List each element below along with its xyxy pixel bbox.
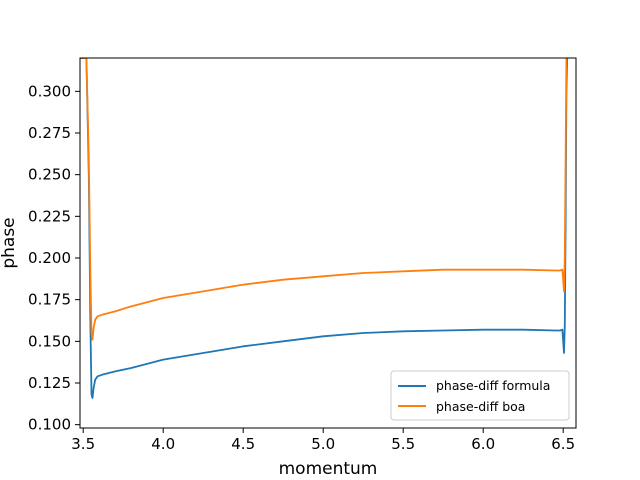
x-tick-label: 6.5 <box>551 435 575 453</box>
x-tick-label: 4.0 <box>151 435 175 453</box>
y-tick-label: 0.125 <box>28 374 71 392</box>
y-tick-label: 0.300 <box>28 82 71 100</box>
x-axis-title: momentum <box>279 459 378 479</box>
y-tick-label: 0.100 <box>28 416 71 434</box>
legend-box <box>390 370 570 421</box>
x-tick-label: 3.5 <box>71 435 95 453</box>
x-tick-label: 6.0 <box>471 435 495 453</box>
plot-frame <box>79 57 577 429</box>
y-tick-label: 0.275 <box>28 124 71 142</box>
y-tick-label: 0.200 <box>28 249 71 267</box>
series-layer <box>80 58 569 399</box>
series-line-boa <box>80 58 568 341</box>
x-axis: 3.5 4.0 4.5 5.0 5.5 6.0 6.5 <box>71 428 575 453</box>
legend: phase-diff formula phase-diff boa <box>390 370 570 421</box>
x-tick-label: 5.0 <box>311 435 335 453</box>
legend-label-formula: phase-diff formula <box>436 378 550 393</box>
series-line-formula <box>80 58 569 399</box>
y-tick-label: 0.250 <box>28 166 71 184</box>
x-tick-label: 4.5 <box>231 435 255 453</box>
y-axis-title: phase <box>0 217 19 268</box>
legend-label-boa: phase-diff boa <box>436 399 525 414</box>
y-axis: 0.100 0.125 0.150 0.175 0.200 0.225 0.250 0.275… <box>28 82 80 434</box>
y-tick-label: 0.150 <box>28 332 71 350</box>
y-tick-label: 0.225 <box>28 207 71 225</box>
y-tick-label: 0.175 <box>28 291 71 309</box>
x-tick-label: 5.5 <box>391 435 415 453</box>
